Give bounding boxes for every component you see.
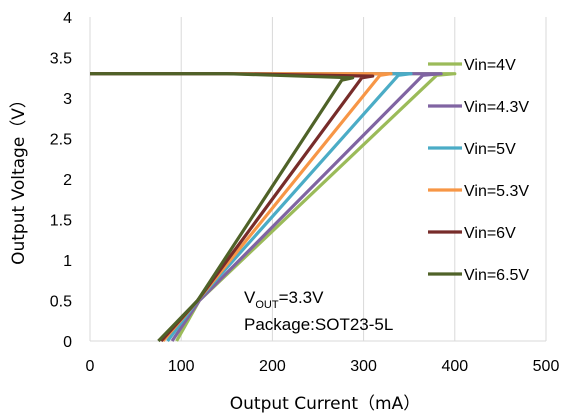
y-tick-label: 4 (63, 10, 72, 27)
tick-labels: 0 100 200 300 400 500 0 0.5 1 1.5 2 2.5 3 3.5 4 (50, 10, 560, 375)
series-line-5 (90, 72, 375, 343)
y-tick-label: 1 (63, 253, 72, 270)
y-tick-label: 0 (63, 334, 72, 351)
vout-prefix: V (244, 288, 256, 307)
legend: Vin=4V Vin=4.3V Vin=5V Vin=5.3V Vin=6V Vin=6.… (428, 57, 529, 284)
y-tick-label: 3 (63, 91, 72, 108)
series-lines (90, 72, 457, 343)
grid (89, 17, 547, 342)
vout-value: =3.3V (279, 288, 325, 307)
x-tick-label: 100 (168, 358, 195, 375)
y-tick-label: 3.5 (50, 51, 72, 68)
y-tick-label: 2.5 (50, 132, 72, 149)
legend-label: Vin=5.3V (464, 183, 529, 200)
series-line-4 (90, 72, 393, 343)
x-axis-label: Output Current（mA） (230, 394, 421, 414)
x-tick-label: 0 (86, 358, 95, 375)
series-line-6 (90, 72, 355, 343)
x-tick-label: 500 (533, 358, 560, 375)
x-tick-label: 300 (350, 358, 377, 375)
legend-label: Vin=6.5V (464, 267, 529, 284)
legend-label: Vin=5V (464, 141, 516, 158)
vout-annotation: VOUT=3.3V (244, 288, 324, 311)
legend-label: Vin=4.3V (464, 99, 529, 116)
x-tick-label: 400 (441, 358, 468, 375)
y-tick-label: 0.5 (50, 294, 72, 311)
vout-subscript: OUT (255, 299, 279, 311)
y-tick-label: 2 (63, 172, 72, 189)
y-tick-label: 1.5 (50, 213, 72, 230)
package-annotation: Package:SOT23-5L (244, 315, 393, 334)
y-axis-label: Output Voltage（V） (9, 91, 29, 265)
x-tick-label: 200 (259, 358, 286, 375)
legend-label: Vin=4V (464, 57, 516, 74)
legend-label: Vin=6V (464, 225, 516, 242)
